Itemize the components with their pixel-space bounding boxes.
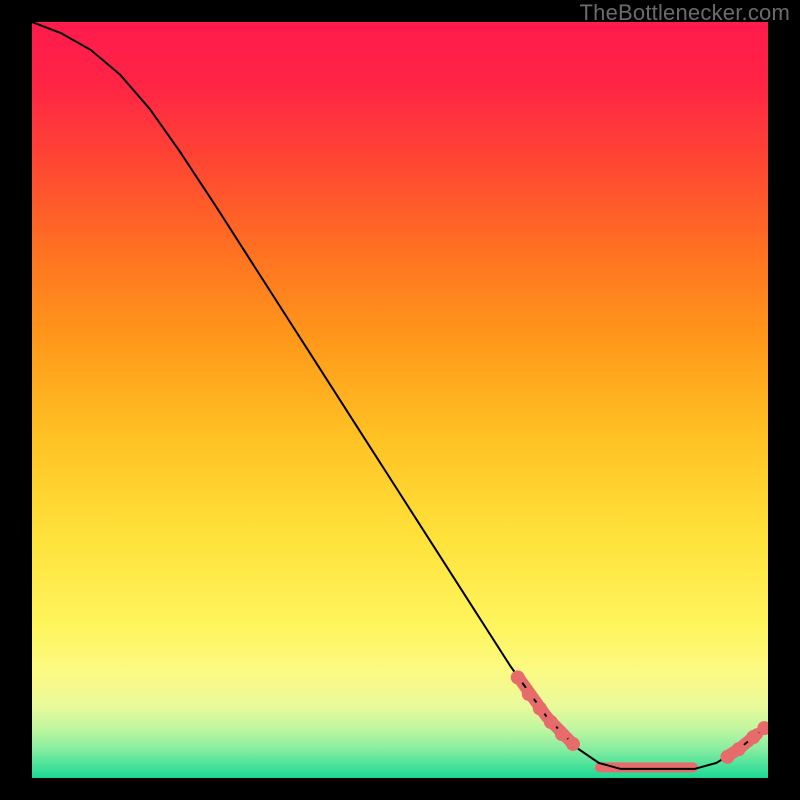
bottleneck-chart <box>0 0 800 800</box>
flat-minimum-band <box>595 762 698 772</box>
gradient-background <box>32 22 768 778</box>
chart-container: TheBottlenecker.com <box>0 0 800 800</box>
watermark-text: TheBottlenecker.com <box>580 0 790 26</box>
